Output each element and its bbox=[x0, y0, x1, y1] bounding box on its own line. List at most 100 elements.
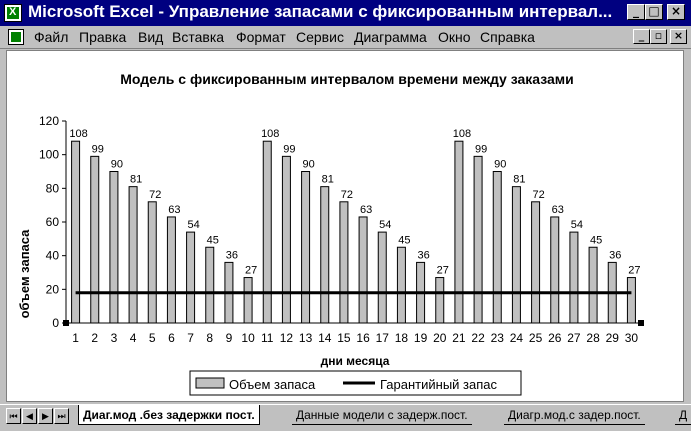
window-title: Microsoft Excel - Управление запасами с … bbox=[28, 2, 613, 21]
y-tick-label: 60 bbox=[46, 215, 60, 229]
data-label: 99 bbox=[475, 143, 487, 155]
doc-minimize-button[interactable]: _ bbox=[633, 29, 650, 44]
bar bbox=[492, 171, 502, 324]
x-tick-label: 3 bbox=[111, 331, 118, 345]
data-label: 99 bbox=[283, 143, 295, 155]
tab-prev-button[interactable]: ◀ bbox=[22, 408, 37, 424]
excel-app-icon[interactable] bbox=[4, 4, 22, 22]
legend-label-stock: Объем запаса bbox=[229, 377, 316, 392]
bar bbox=[186, 231, 196, 324]
data-label: 63 bbox=[168, 204, 180, 216]
data-label: 45 bbox=[398, 234, 410, 246]
menu-insert[interactable]: Вставка bbox=[172, 29, 225, 45]
x-tick-label: 16 bbox=[356, 331, 370, 345]
sheet-tab-active[interactable]: Диаг.мод .без задержки пост. bbox=[78, 405, 260, 425]
menu-tools[interactable]: Сервис bbox=[296, 29, 344, 45]
menu-view[interactable]: Вид bbox=[138, 29, 164, 45]
maximize-button[interactable]: □ bbox=[645, 4, 663, 20]
x-tick-label: 24 bbox=[510, 331, 524, 345]
menu-chart[interactable]: Диаграмма bbox=[354, 29, 427, 45]
menu-edit[interactable]: Правка bbox=[79, 29, 127, 45]
bar bbox=[281, 155, 291, 324]
x-tick-label: 12 bbox=[280, 331, 294, 345]
x-axis-label: дни месяца bbox=[321, 354, 390, 368]
x-tick-label: 27 bbox=[567, 331, 581, 345]
x-tick-label: 5 bbox=[149, 331, 156, 345]
bar bbox=[626, 277, 636, 324]
workbook-icon[interactable] bbox=[8, 29, 24, 45]
bar bbox=[358, 216, 368, 324]
x-tick-label: 4 bbox=[130, 331, 137, 345]
x-tick-label: 9 bbox=[226, 331, 233, 345]
selection-handle bbox=[63, 320, 69, 326]
menu-format[interactable]: Формат bbox=[236, 29, 286, 45]
y-tick-label: 80 bbox=[46, 181, 60, 195]
doc-close-button[interactable]: × bbox=[670, 29, 687, 44]
x-tick-label: 25 bbox=[529, 331, 543, 345]
bar bbox=[588, 246, 598, 324]
bar bbox=[550, 216, 560, 324]
data-label: 54 bbox=[187, 219, 199, 231]
bar bbox=[90, 155, 100, 324]
x-tick-label: 18 bbox=[395, 331, 409, 345]
data-label: 108 bbox=[453, 128, 471, 140]
data-label: 36 bbox=[226, 249, 238, 261]
x-tick-label: 10 bbox=[241, 331, 255, 345]
x-tick-label: 19 bbox=[414, 331, 428, 345]
menu-help[interactable]: Справка bbox=[480, 29, 535, 45]
bar bbox=[377, 231, 387, 324]
plot-area: 0204060801001201081992903814725636547458… bbox=[39, 114, 644, 345]
x-tick-label: 15 bbox=[337, 331, 351, 345]
menu-window[interactable]: Окно bbox=[438, 29, 471, 45]
data-label: 90 bbox=[494, 159, 506, 171]
bar bbox=[473, 155, 483, 324]
x-tick-label: 26 bbox=[548, 331, 562, 345]
legend-bar-swatch bbox=[195, 377, 225, 389]
sheet-tab[interactable]: Диагр.мод.с задер.пост. bbox=[504, 405, 645, 425]
data-label: 63 bbox=[360, 204, 372, 216]
menu-file[interactable]: Файл bbox=[34, 29, 69, 45]
bar bbox=[511, 186, 521, 324]
bar bbox=[569, 231, 579, 324]
bar bbox=[396, 246, 406, 324]
data-label: 99 bbox=[92, 143, 104, 155]
x-tick-label: 30 bbox=[625, 331, 639, 345]
data-label: 90 bbox=[302, 159, 314, 171]
sheet-tab[interactable]: Данные модели с задерж.пост. bbox=[292, 405, 472, 425]
data-label: 54 bbox=[571, 219, 583, 231]
data-label: 27 bbox=[437, 265, 449, 277]
tab-last-button[interactable]: ⏭ bbox=[54, 408, 69, 424]
tab-next-button[interactable]: ▶ bbox=[38, 408, 53, 424]
x-tick-label: 17 bbox=[376, 331, 390, 345]
data-label: 108 bbox=[69, 128, 87, 140]
doc-restore-button[interactable]: ▫ bbox=[650, 29, 667, 44]
sheet-tab-bar: ⏮ ◀ ▶ ⏭ Диаг.мод .без задержки пост. Дан… bbox=[0, 404, 691, 431]
tab-first-button[interactable]: ⏮ bbox=[6, 408, 21, 424]
data-label: 81 bbox=[513, 174, 525, 186]
x-tick-label: 2 bbox=[91, 331, 98, 345]
x-tick-label: 6 bbox=[168, 331, 175, 345]
data-label: 45 bbox=[590, 234, 602, 246]
sheet-tab[interactable]: Д bbox=[675, 405, 691, 425]
chart-title: Модель с фиксированным интервалом времен… bbox=[120, 71, 574, 87]
data-label: 72 bbox=[149, 189, 161, 201]
close-button[interactable]: × bbox=[667, 4, 685, 20]
bar bbox=[205, 246, 215, 324]
selection-handle bbox=[638, 320, 644, 326]
x-tick-label: 23 bbox=[491, 331, 505, 345]
x-tick-label: 21 bbox=[452, 331, 466, 345]
bar bbox=[531, 201, 541, 324]
y-tick-label: 120 bbox=[39, 114, 59, 128]
bar bbox=[243, 277, 253, 324]
legend: Объем запаса Гарантийный запас bbox=[189, 370, 522, 396]
y-tick-label: 100 bbox=[39, 148, 59, 162]
menu-bar: Файл Правка Вид Вставка Формат Сервис Ди… bbox=[0, 26, 691, 49]
bar bbox=[454, 140, 464, 324]
y-axis-label: объем запаса bbox=[17, 229, 32, 319]
data-label: 108 bbox=[261, 128, 279, 140]
chart-area[interactable]: Модель с фиксированным интервалом времен… bbox=[6, 50, 684, 402]
data-label: 27 bbox=[245, 265, 257, 277]
data-label: 54 bbox=[379, 219, 391, 231]
minimize-button[interactable]: _ bbox=[627, 4, 645, 20]
bar bbox=[320, 186, 330, 324]
